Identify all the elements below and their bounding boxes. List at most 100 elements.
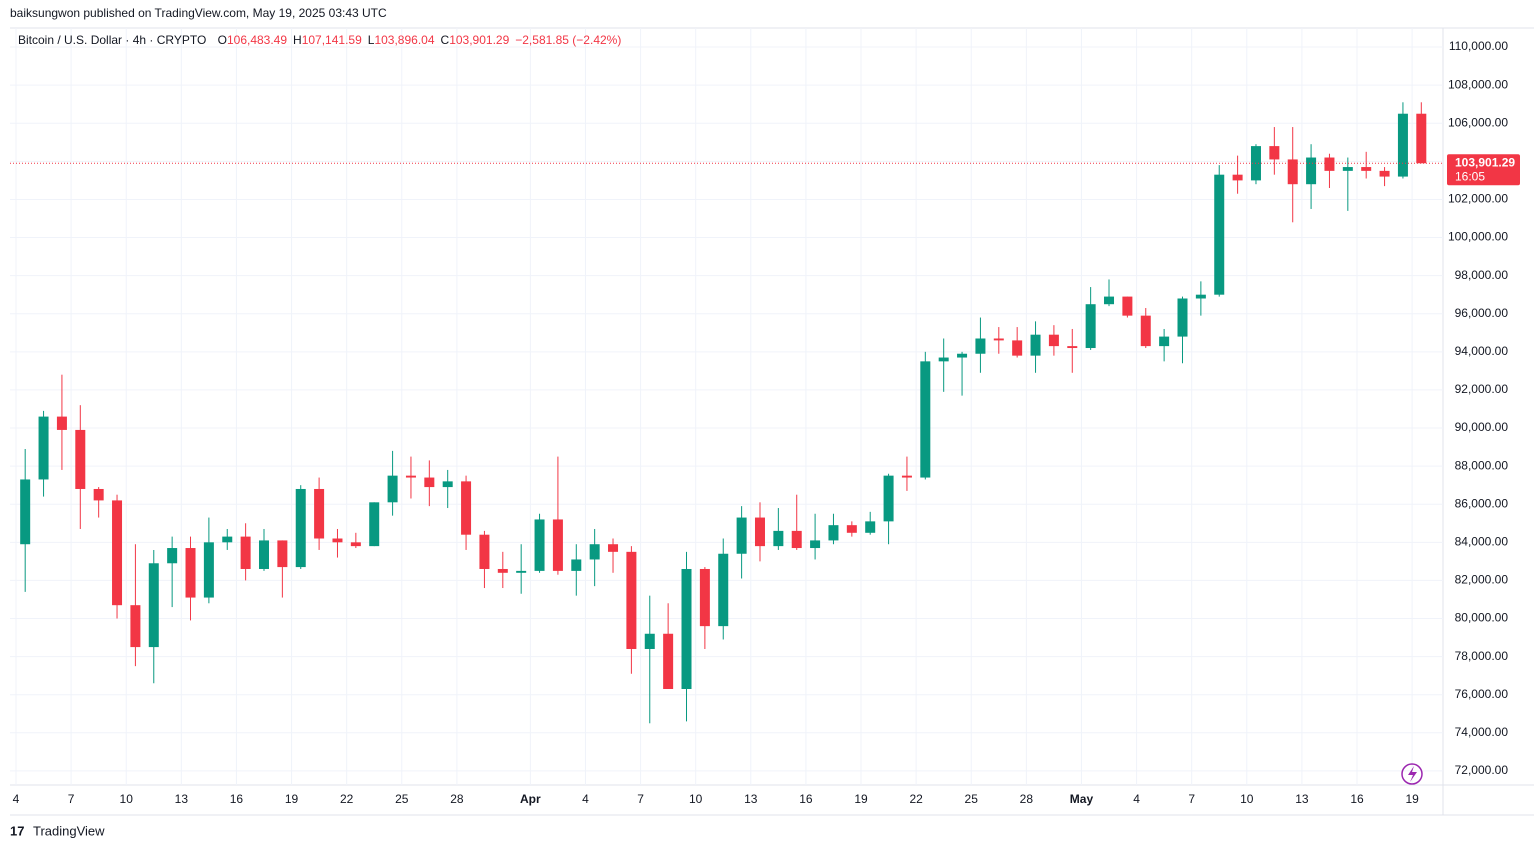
x-tick-label: 13 <box>175 792 189 806</box>
candle-body <box>1361 167 1372 171</box>
candle-body <box>589 544 600 560</box>
y-tick-label: 100,000.00 <box>1448 230 1508 244</box>
x-tick-label: 7 <box>68 792 75 806</box>
candle-body <box>20 479 31 545</box>
candle-body <box>203 542 214 598</box>
ohlc-value: 107,141.59 <box>302 33 362 47</box>
x-tick-label: 7 <box>637 792 644 806</box>
candle-body <box>1159 336 1170 347</box>
y-tick-label: 92,000.00 <box>1455 382 1509 396</box>
candle-body <box>1012 340 1023 356</box>
candle-body <box>699 568 710 627</box>
candle-body <box>571 559 582 571</box>
y-tick-label: 82,000.00 <box>1455 573 1509 587</box>
x-tick-label: 16 <box>230 792 244 806</box>
candle-body <box>920 361 931 478</box>
candle-body <box>865 521 876 533</box>
candle-body <box>387 475 398 503</box>
y-tick-label: 106,000.00 <box>1448 115 1508 129</box>
replay-icon[interactable] <box>1401 763 1423 785</box>
candle-body <box>1214 174 1225 295</box>
candle-body <box>1397 113 1408 177</box>
candle-body <box>626 551 637 649</box>
candle-body <box>93 488 104 501</box>
candle-body <box>1287 159 1298 185</box>
candle-body <box>424 477 435 488</box>
candle-body <box>552 519 563 571</box>
candle-body <box>1030 334 1041 356</box>
x-tick-label: Apr <box>520 792 541 806</box>
y-tick-label: 94,000.00 <box>1455 344 1509 358</box>
candle-body <box>1416 113 1427 164</box>
candle-body <box>773 530 784 547</box>
candle-body <box>828 525 839 541</box>
candle-body <box>957 353 968 358</box>
candle-body <box>405 475 416 478</box>
candle-body <box>350 542 361 547</box>
ohlc-value: 103,896.04 <box>374 33 434 47</box>
candle-body <box>497 568 508 573</box>
ohlc-value: 103,901.29 <box>449 33 509 47</box>
candle-body <box>754 517 765 547</box>
candle-body <box>993 338 1004 341</box>
candle-body <box>185 548 196 598</box>
candle-body <box>901 475 912 478</box>
y-tick-label: 78,000.00 <box>1455 649 1509 663</box>
ohlc-key: O <box>218 33 227 47</box>
candle-body <box>1140 315 1151 347</box>
y-tick-label: 108,000.00 <box>1448 77 1508 91</box>
candle-body <box>736 517 747 554</box>
x-tick-label: 4 <box>13 792 20 806</box>
y-tick-label: 102,000.00 <box>1448 192 1508 206</box>
candle-body <box>56 416 67 430</box>
plot <box>20 102 1427 724</box>
ohlc-key: L <box>368 33 375 47</box>
candle-body <box>75 429 86 489</box>
candle-body <box>130 605 141 648</box>
legend: Bitcoin / U.S. Dollar · 4h · CRYPTO O106… <box>18 33 621 47</box>
candle-body <box>1324 157 1335 171</box>
candle-body <box>846 525 857 533</box>
candle-body <box>1232 174 1243 181</box>
candle-body <box>167 548 178 564</box>
candle-body <box>516 570 527 573</box>
x-tick-label: 25 <box>395 792 409 806</box>
y-tick-label: 76,000.00 <box>1455 687 1509 701</box>
grid <box>10 28 1443 785</box>
x-tick-label: 4 <box>582 792 589 806</box>
x-tick-label: 19 <box>1405 792 1419 806</box>
price-label: 103,901.29 <box>1455 155 1515 169</box>
x-tick-label: 22 <box>340 792 354 806</box>
y-tick-label: 74,000.00 <box>1455 725 1509 739</box>
candle-body <box>791 530 802 549</box>
x-tick-label: 13 <box>1295 792 1309 806</box>
candle-body <box>1379 170 1390 177</box>
candle-body <box>240 536 251 569</box>
candle-body <box>975 338 986 354</box>
candle-body <box>1122 296 1133 316</box>
candle-body <box>442 481 453 488</box>
y-tick-label: 98,000.00 <box>1455 268 1509 282</box>
x-tick-label: 13 <box>744 792 758 806</box>
candle-body <box>644 633 655 649</box>
candle-body <box>1067 346 1078 349</box>
x-tick-label: 10 <box>689 792 703 806</box>
y-tick-label: 84,000.00 <box>1455 534 1509 548</box>
candle-body <box>663 633 674 689</box>
icon-bolt[interactable] <box>1408 766 1417 782</box>
x-tick-label: 25 <box>965 792 979 806</box>
candle-body <box>314 488 325 539</box>
candle-body <box>277 540 288 568</box>
icon-ring[interactable] <box>1401 763 1423 785</box>
x-tick-label: 4 <box>1133 792 1140 806</box>
candle-body <box>295 488 306 568</box>
candle-body <box>1342 167 1353 171</box>
attribution: baiksungwon published on TradingView.com… <box>10 6 387 20</box>
candle-body <box>1085 304 1096 349</box>
candle-body <box>1195 294 1206 299</box>
countdown: 16:05 <box>1455 169 1485 183</box>
candle-body <box>608 544 619 552</box>
x-tick-label: 28 <box>1020 792 1034 806</box>
candle-body <box>1177 298 1188 337</box>
x-tick-label: 7 <box>1188 792 1195 806</box>
